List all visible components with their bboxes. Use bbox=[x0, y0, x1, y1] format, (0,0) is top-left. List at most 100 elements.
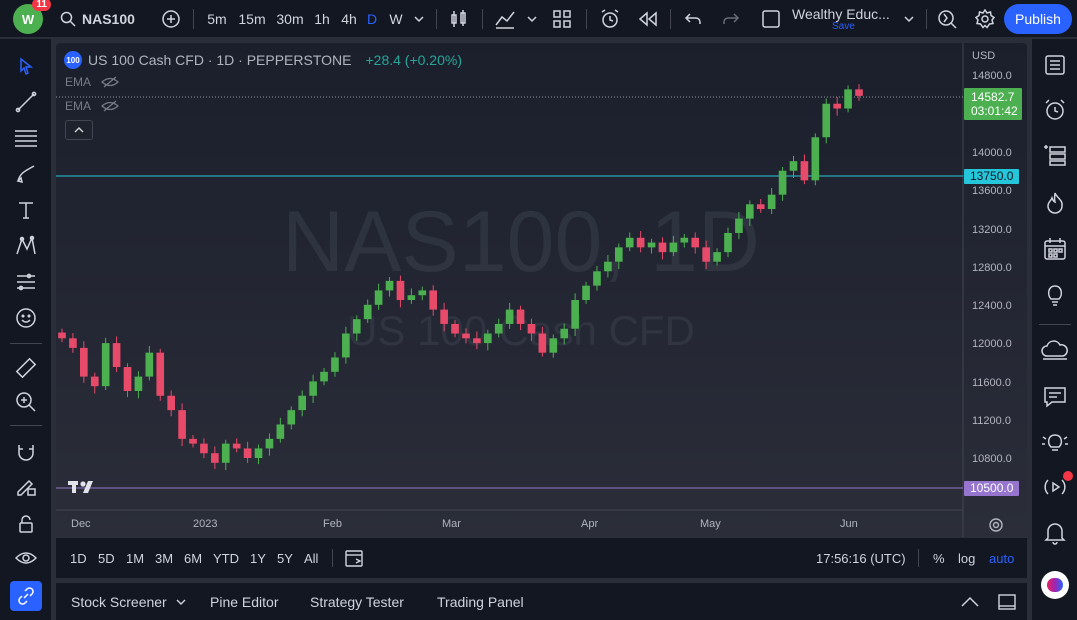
candle-body bbox=[123, 367, 132, 391]
percent-scale-toggle[interactable]: % bbox=[933, 550, 945, 566]
indicator-label: EMA bbox=[65, 75, 92, 89]
maximize-panel-button[interactable] bbox=[998, 583, 1016, 620]
range-6m[interactable]: 6M bbox=[184, 550, 203, 566]
interval-30m[interactable]: 30m bbox=[276, 11, 304, 27]
indicators-button[interactable] bbox=[490, 0, 520, 38]
range-all[interactable]: All bbox=[304, 550, 319, 566]
notifications-button[interactable] bbox=[1039, 517, 1071, 549]
collapse-legend-button[interactable] bbox=[65, 120, 93, 140]
interval-w[interactable]: W bbox=[389, 11, 403, 27]
symbol-search[interactable]: NAS100 bbox=[60, 0, 140, 38]
chart-settings-gear-icon[interactable] bbox=[989, 518, 1003, 532]
tab-strategy-tester[interactable]: Strategy Tester bbox=[310, 594, 404, 610]
eye-crossed-icon[interactable] bbox=[101, 76, 120, 88]
layout-checkbox[interactable] bbox=[758, 0, 784, 38]
compare-symbol-button[interactable] bbox=[158, 0, 184, 38]
user-avatar-button[interactable]: W 11 bbox=[10, 0, 51, 38]
streams-button[interactable] bbox=[1039, 381, 1071, 413]
go-to-date-button[interactable] bbox=[344, 538, 366, 578]
chevron-down-icon bbox=[527, 16, 537, 23]
range-ytd[interactable]: YTD bbox=[213, 550, 239, 566]
range-3m[interactable]: 3M bbox=[155, 550, 174, 566]
layouts-button[interactable] bbox=[548, 0, 576, 38]
tab-trading-panel[interactable]: Trading Panel bbox=[437, 594, 524, 610]
chats-button[interactable] bbox=[1039, 335, 1071, 367]
replay-panel-button[interactable] bbox=[1039, 471, 1073, 503]
eye-crossed-icon[interactable] bbox=[101, 100, 120, 112]
interval-dropdown[interactable] bbox=[410, 0, 428, 38]
date-range-bar: 1D 5D 1M 3M 6M YTD 1Y 5Y All 17:56:16 (U… bbox=[56, 538, 1027, 578]
prediction-tool[interactable] bbox=[10, 267, 42, 297]
candle-body bbox=[746, 204, 754, 219]
fib-tool[interactable] bbox=[10, 123, 42, 153]
tab-stock-screener[interactable]: Stock Screener bbox=[71, 594, 167, 610]
chart-canvas[interactable]: NAS100, 1D US 100 Cash CFD USD 14800.0 1… bbox=[56, 43, 1027, 537]
pattern-tool[interactable] bbox=[10, 231, 42, 261]
expand-panel-button[interactable] bbox=[960, 583, 980, 620]
range-1y[interactable]: 1Y bbox=[250, 550, 266, 566]
redo-button[interactable] bbox=[718, 0, 744, 38]
indicator-ema-2[interactable]: EMA bbox=[65, 99, 120, 113]
time-label: Jun bbox=[840, 518, 858, 530]
text-tool[interactable] bbox=[10, 195, 42, 225]
range-1m[interactable]: 1M bbox=[126, 550, 145, 566]
interval-5m[interactable]: 5m bbox=[207, 11, 227, 27]
replay-button[interactable] bbox=[634, 0, 662, 38]
range-5y[interactable]: 5Y bbox=[277, 550, 293, 566]
sync-drawings-tool[interactable] bbox=[10, 581, 42, 611]
time-axis[interactable]: Dec 2023 Feb Mar Apr May Jun bbox=[71, 518, 858, 530]
icons-tool[interactable] bbox=[10, 303, 42, 333]
publish-button[interactable]: Publish bbox=[1004, 0, 1072, 38]
layout-name-button[interactable]: Wealthy Educ... Save bbox=[792, 0, 896, 38]
magnet-tool[interactable] bbox=[10, 437, 42, 467]
ideas-button[interactable] bbox=[1039, 279, 1071, 311]
auto-scale-toggle[interactable]: auto bbox=[989, 550, 1015, 566]
ai-assistant-button[interactable] bbox=[1039, 569, 1071, 601]
zoom-tool[interactable] bbox=[10, 387, 42, 417]
range-5d[interactable]: 5D bbox=[98, 550, 115, 566]
interval-1h[interactable]: 1h bbox=[314, 11, 330, 27]
chart-pane[interactable]: NAS100, 1D US 100 Cash CFD USD 14800.0 1… bbox=[56, 43, 1027, 537]
indicator-ema-1[interactable]: EMA bbox=[65, 75, 120, 89]
symbol-label: NAS100 bbox=[82, 11, 135, 27]
candle-body bbox=[800, 161, 809, 181]
object-tree-button[interactable] bbox=[1039, 139, 1071, 171]
quick-search-button[interactable] bbox=[934, 0, 960, 38]
currency-label[interactable]: USD bbox=[972, 50, 995, 62]
calendar-button[interactable] bbox=[1039, 233, 1071, 265]
tab-pine-editor[interactable]: Pine Editor bbox=[210, 594, 279, 610]
settings-button[interactable] bbox=[972, 0, 998, 38]
stay-in-drawing-tool[interactable] bbox=[10, 471, 42, 501]
stock-screener-dropdown[interactable] bbox=[176, 583, 186, 620]
range-1d[interactable]: 1D bbox=[70, 550, 87, 566]
alerts-button[interactable] bbox=[1039, 94, 1071, 126]
chart-type-button[interactable] bbox=[446, 0, 472, 38]
lock-drawings-tool[interactable] bbox=[10, 509, 42, 539]
hotlists-button[interactable] bbox=[1039, 187, 1071, 219]
price-tick: 11600.0 bbox=[972, 377, 1011, 389]
layout-dropdown[interactable] bbox=[900, 0, 918, 38]
interval-15m[interactable]: 15m bbox=[238, 11, 266, 27]
interval-d[interactable]: D bbox=[366, 11, 378, 27]
rewind-icon bbox=[638, 11, 657, 27]
log-scale-toggle[interactable]: log bbox=[958, 550, 976, 566]
alert-button[interactable] bbox=[596, 0, 624, 38]
divider bbox=[332, 549, 333, 567]
measure-tool[interactable] bbox=[10, 353, 42, 383]
price-tick: 12800.0 bbox=[972, 262, 1012, 274]
candle-body bbox=[363, 304, 372, 320]
undo-button[interactable] bbox=[680, 0, 706, 38]
bar-countdown-label: 03:01:42 bbox=[971, 104, 1018, 118]
watchlist-button[interactable] bbox=[1039, 49, 1071, 81]
utc-clock[interactable]: 17:56:16 (UTC) bbox=[816, 550, 906, 566]
level-lower-label-bg bbox=[964, 481, 1019, 496]
help-button[interactable] bbox=[1039, 427, 1071, 459]
price-axis[interactable]: USD 14800.0 14000.0 13600.0 13200.0 1280… bbox=[972, 50, 1012, 465]
interval-4h[interactable]: 4h bbox=[341, 11, 357, 27]
hide-drawings-tool[interactable] bbox=[10, 543, 42, 573]
indicators-dropdown[interactable] bbox=[524, 0, 540, 38]
cursor-tool[interactable] bbox=[10, 51, 42, 81]
trend-line-tool[interactable] bbox=[10, 87, 42, 117]
legend-title[interactable]: US 100 Cash CFD · 1D · PEPPERSTONE bbox=[88, 52, 352, 68]
brush-tool[interactable] bbox=[10, 159, 42, 189]
